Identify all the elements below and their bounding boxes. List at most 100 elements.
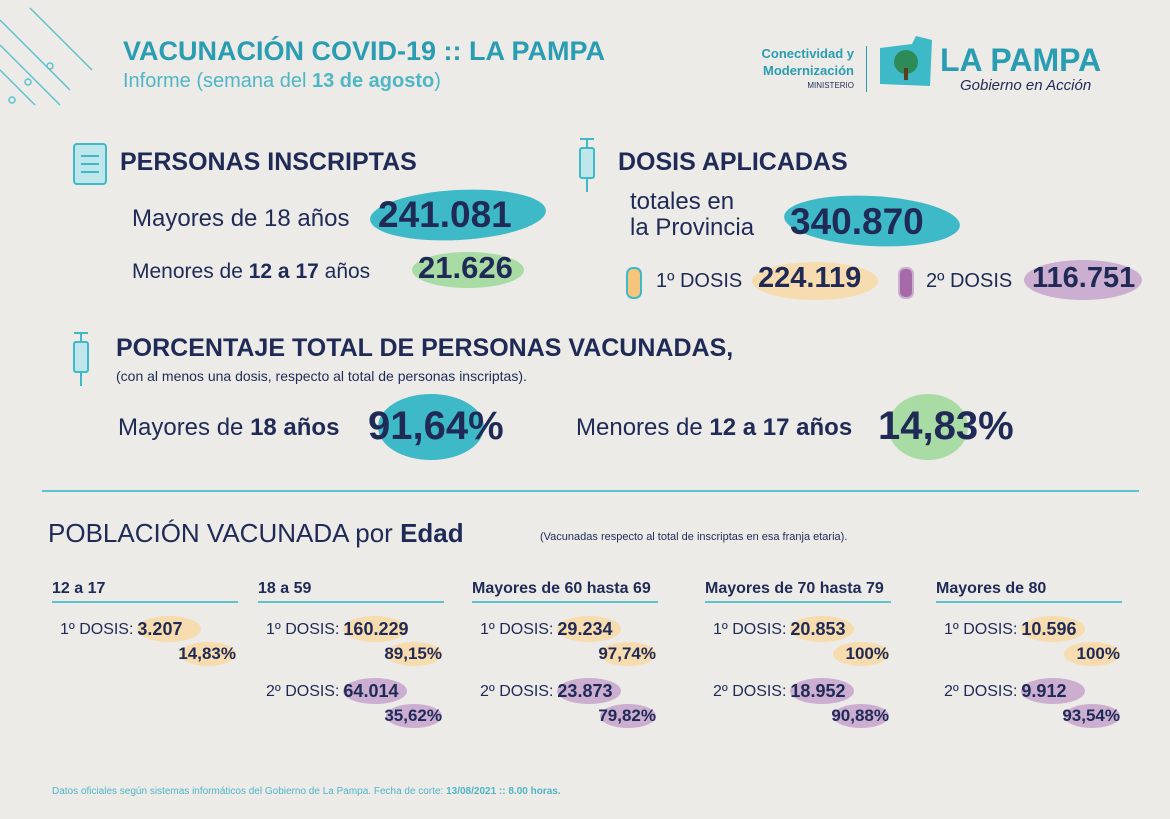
logo-map bbox=[880, 36, 932, 86]
age-group-name: 18 a 59 bbox=[258, 580, 444, 603]
section-title: DOSIS APLICADAS bbox=[618, 148, 848, 176]
dose-value: 20.853 bbox=[790, 619, 846, 639]
clipboard-icon bbox=[73, 143, 107, 185]
label-text: años bbox=[318, 260, 371, 283]
highlight-blob bbox=[790, 678, 855, 704]
adults-label: Mayores de 18 años bbox=[132, 205, 350, 232]
brand-tagline: Gobierno en Acción bbox=[960, 77, 1092, 94]
second-dose-label: 2º DOSIS bbox=[926, 270, 1013, 292]
label-emph: 12 a 17 años bbox=[709, 414, 853, 441]
dose-label: 1º DOSIS: bbox=[480, 621, 554, 638]
highlight-blob bbox=[833, 642, 889, 666]
dose-value: 18.952 bbox=[790, 681, 846, 701]
subtitle-text: Informe (semana del bbox=[123, 70, 312, 92]
syringe-icon bbox=[579, 138, 595, 192]
ministry-line: Modernización bbox=[762, 63, 854, 78]
highlight-blob bbox=[180, 642, 236, 666]
label-text: Mayores de bbox=[118, 414, 251, 441]
title: VACUNACIÓN COVID-19 :: LA PAMPA bbox=[123, 36, 606, 66]
dose-label: 2º DOSIS: bbox=[713, 683, 787, 700]
dose-percent: 93,54% bbox=[1062, 706, 1120, 725]
footer-date: 13/08/2021 :: 8.00 horas. bbox=[446, 786, 561, 797]
title-emph: Edad bbox=[400, 518, 464, 548]
dose-percent: 97,74% bbox=[598, 644, 656, 663]
footer: Datos oficiales según sistemas informáti… bbox=[52, 786, 561, 797]
highlight-blob bbox=[888, 394, 968, 460]
dose-label: 2º DOSIS: bbox=[944, 683, 1018, 700]
vial-icon bbox=[626, 267, 642, 299]
dose-percent: 90,88% bbox=[831, 706, 889, 725]
dose-value: 10.596 bbox=[1021, 619, 1077, 639]
highlight-blob bbox=[343, 616, 408, 642]
vial-icon bbox=[898, 267, 914, 299]
highlight-blob bbox=[1021, 616, 1086, 642]
dose-label: 2º DOSIS: bbox=[266, 683, 340, 700]
total-label: totales en bbox=[630, 188, 735, 215]
highlight-blob bbox=[386, 642, 442, 666]
dose-value: 23.873 bbox=[557, 681, 613, 701]
dose-percent: 100% bbox=[1076, 644, 1120, 663]
first-dose-label: 1º DOSIS bbox=[656, 270, 743, 292]
title-text: POBLACIÓN VACUNADA por bbox=[48, 518, 401, 548]
dose-label: 1º DOSIS: bbox=[266, 621, 340, 638]
highlight-blob bbox=[1021, 678, 1086, 704]
label-emph: 12 a 17 bbox=[248, 260, 319, 283]
age-group-name: Mayores de 60 hasta 69 bbox=[472, 580, 658, 603]
highlight-blob bbox=[557, 678, 622, 704]
subtitle-text: ) bbox=[434, 70, 441, 92]
divider bbox=[42, 490, 1139, 492]
decoration-lines bbox=[0, 7, 93, 106]
label-text: Menores de bbox=[576, 414, 710, 441]
dose-percent: 14,83% bbox=[178, 644, 236, 663]
age-group-name: 12 a 17 bbox=[52, 580, 238, 603]
highlight-blob bbox=[1064, 704, 1120, 728]
adults-label: Mayores de 18 años bbox=[118, 414, 339, 442]
adults-percent: 91,64% bbox=[368, 404, 504, 448]
highlight-blob bbox=[1024, 260, 1142, 300]
total-value: 340.870 bbox=[790, 201, 924, 242]
dose-value: 160.229 bbox=[343, 619, 409, 639]
highlight-blob bbox=[600, 704, 656, 728]
adults-value: 241.081 bbox=[378, 194, 512, 235]
highlight-blob bbox=[557, 616, 622, 642]
footer-text: Datos oficiales según sistemas informáti… bbox=[52, 786, 447, 797]
highlight-blob bbox=[137, 616, 202, 642]
highlight-blob bbox=[790, 616, 855, 642]
section-note: (Vacunadas respecto al total de inscript… bbox=[540, 531, 848, 543]
dose-value: 64.014 bbox=[343, 681, 399, 701]
section-title: PERSONAS INSCRIPTAS bbox=[120, 148, 417, 176]
highlight-blob bbox=[412, 252, 524, 288]
ministry-line: Conectividad y bbox=[761, 46, 854, 61]
highlight-blob bbox=[1064, 642, 1120, 666]
divider bbox=[866, 46, 867, 92]
brand: LA PAMPA bbox=[940, 42, 1102, 78]
dose-label: 2º DOSIS: bbox=[480, 683, 554, 700]
highlight-blob bbox=[386, 704, 442, 728]
subtitle-date: 13 de agosto bbox=[311, 70, 435, 92]
highlight-blob bbox=[833, 704, 889, 728]
section-title: POBLACIÓN VACUNADA por Edad bbox=[48, 518, 464, 549]
section-note: (con al menos una dosis, respecto al tot… bbox=[116, 368, 527, 384]
age-group-name: Mayores de 70 hasta 79 bbox=[705, 580, 891, 603]
minors-value: 21.626 bbox=[418, 250, 513, 285]
ministry-label: MINISTERIO bbox=[807, 81, 854, 90]
syringe-icon bbox=[73, 332, 89, 386]
highlight-blob bbox=[378, 394, 484, 460]
dose-label: 1º DOSIS: bbox=[944, 621, 1018, 638]
label-text: Menores de bbox=[132, 260, 249, 283]
section-title: PORCENTAJE TOTAL DE PERSONAS VACUNADAS, bbox=[116, 334, 734, 362]
total-label: la Provincia bbox=[630, 214, 755, 241]
dose-label: 1º DOSIS: bbox=[713, 621, 787, 638]
subtitle: Informe (semana del 13 de agosto) bbox=[123, 70, 441, 93]
minors-label: Menores de 12 a 17 años bbox=[576, 414, 852, 442]
dose-percent: 35,62% bbox=[384, 706, 442, 725]
dose-value: 9.912 bbox=[1021, 681, 1067, 701]
label-emph: 18 años bbox=[250, 414, 340, 441]
minors-label: Menores de 12 a 17 años bbox=[132, 260, 370, 284]
first-dose-value: 224.119 bbox=[758, 262, 862, 294]
age-group-name: Mayores de 80 bbox=[936, 580, 1122, 603]
minors-percent: 14,83% bbox=[878, 404, 1014, 448]
dose-value: 3.207 bbox=[137, 619, 183, 639]
dose-label: 1º DOSIS: bbox=[60, 621, 134, 638]
